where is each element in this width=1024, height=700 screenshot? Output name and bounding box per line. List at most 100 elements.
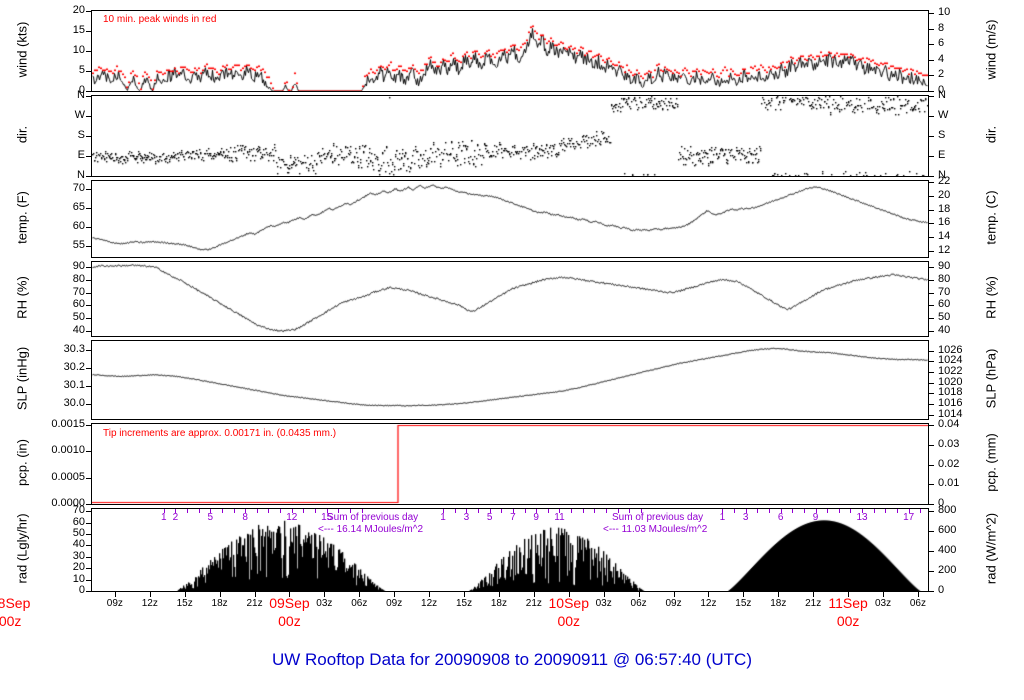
tick-mark: [929, 196, 934, 197]
day-date: 08Sep: [0, 595, 31, 611]
wind-right-axis-label: wind (m/s): [983, 19, 999, 80]
tick-mark: [929, 351, 934, 352]
tick-mark: [929, 305, 934, 306]
rad-hour-mark: [827, 509, 828, 513]
pcp-right-tick: 0.04: [938, 418, 960, 431]
tick-mark: [929, 223, 934, 224]
rh-right-axis-label: RH (%): [983, 276, 999, 319]
rad-hour-mark: [315, 509, 316, 513]
x-tick-mark: [674, 592, 675, 597]
temp-left-tick: 55: [72, 238, 85, 251]
x-axis-hour-label: 21z: [525, 598, 542, 609]
tick-mark: [86, 568, 91, 569]
wind-peak-note: 10 min. peak winds in red: [103, 14, 217, 25]
wind-left-axis-label: wind (kts): [14, 21, 30, 78]
rad-hour-mark: [280, 509, 281, 513]
rad-left-tick: 10: [72, 572, 85, 585]
day-date: 11Sep: [828, 595, 868, 611]
panel-pcp: [91, 423, 929, 505]
tick-mark: [86, 96, 91, 97]
tick-mark: [929, 511, 934, 512]
temp-left-axis-label: temp. (F): [14, 191, 30, 244]
dir-left-axis-label: dir.: [14, 125, 30, 144]
panel-dir: [91, 95, 929, 177]
day-time: 00z: [836, 612, 860, 629]
rad-hour-mark: [513, 509, 514, 513]
dir-left-tick: W: [74, 109, 85, 121]
rad-hour-mark: [350, 509, 351, 513]
rad-hour-number: 17: [903, 512, 915, 523]
x-axis-hour-label: 12z: [700, 598, 717, 609]
rad-hour-mark: [920, 509, 921, 513]
plot-canvas-pcp: [92, 424, 928, 504]
x-axis-hour-label: 03z: [316, 598, 333, 609]
dir-left-tick: S: [77, 129, 85, 141]
temp-right-tick: 14: [938, 230, 951, 243]
tick-mark: [929, 415, 934, 416]
tick-mark: [929, 91, 934, 92]
rad-hour-number: 12: [286, 512, 298, 523]
x-tick-mark: [534, 592, 535, 597]
x-tick-mark: [429, 592, 430, 597]
slp-left-tick: 30.1: [63, 379, 85, 392]
panel-wind: [91, 10, 929, 92]
x-axis-day-label: 11Sep 00z: [813, 595, 883, 630]
rad-hour-mark: [734, 509, 735, 513]
rad-hour-mark: [897, 509, 898, 513]
x-tick-mark: [499, 592, 500, 597]
x-tick-mark: [569, 592, 570, 597]
dir-right-tick: N: [938, 89, 946, 101]
rad-sum-value-day1: <--- 16.14 MJoules/m^2: [318, 524, 424, 535]
dir-right-axis-label: dir.: [983, 125, 999, 144]
rad-hour-mark: [618, 509, 619, 513]
rad-hour-mark: [792, 509, 793, 513]
tick-mark: [929, 383, 934, 384]
x-tick-mark: [639, 592, 640, 597]
rad-hour-mark: [594, 509, 595, 513]
tick-mark: [86, 11, 91, 12]
slp-right-tick: 1020: [938, 375, 963, 388]
rad-hour-mark: [164, 509, 165, 513]
rad-hour-mark: [536, 509, 537, 513]
rad-hour-mark: [338, 509, 339, 513]
dir-left-tick: E: [77, 149, 85, 161]
pcp-left-tick: 0.0000: [51, 497, 85, 509]
rad-hour-number: 8: [242, 512, 248, 523]
rh-left-tick: 40: [72, 323, 85, 336]
x-axis-hour-label: 21z: [805, 598, 822, 609]
x-axis-day-label: 10Sep 00z: [534, 595, 604, 630]
rh-left-tick: 90: [72, 260, 85, 273]
rad-hour-mark: [222, 509, 223, 513]
rad-right-tick: 200: [938, 564, 957, 577]
rad-left-tick: 30: [72, 549, 85, 562]
rh-right-tick: 50: [938, 311, 951, 324]
dir-right-tick: S: [938, 129, 946, 141]
x-axis-day-label: 09Sep 00z: [254, 595, 324, 630]
tick-mark: [929, 404, 934, 405]
wind-right-tick: 10: [938, 6, 951, 19]
tick-mark: [929, 280, 934, 281]
tick-mark: [929, 465, 934, 466]
rad-hour-mark: [455, 509, 456, 513]
rad-hour-mark: [757, 509, 758, 513]
tick-mark: [86, 136, 91, 137]
tick-mark: [86, 91, 91, 92]
day-time: 00z: [278, 612, 301, 629]
wind-right-tick: 0: [938, 84, 945, 96]
rad-hour-mark: [187, 509, 188, 513]
tick-mark: [86, 478, 91, 479]
wind-right-tick: 8: [938, 21, 945, 34]
rad-hour-mark: [874, 509, 875, 513]
rad-hour-mark: [443, 509, 444, 513]
tick-mark: [86, 176, 91, 177]
tick-mark: [929, 44, 934, 45]
rad-hour-number: 1: [719, 512, 726, 523]
tick-mark: [86, 293, 91, 294]
tick-mark: [929, 176, 934, 177]
pcp-right-tick: 0.01: [938, 477, 960, 490]
tick-mark: [86, 318, 91, 319]
rh-right-tick: 60: [938, 298, 951, 311]
tick-mark: [86, 350, 91, 351]
rad-hour-number: 5: [486, 512, 493, 523]
x-axis-hour-label: 21z: [246, 598, 263, 609]
